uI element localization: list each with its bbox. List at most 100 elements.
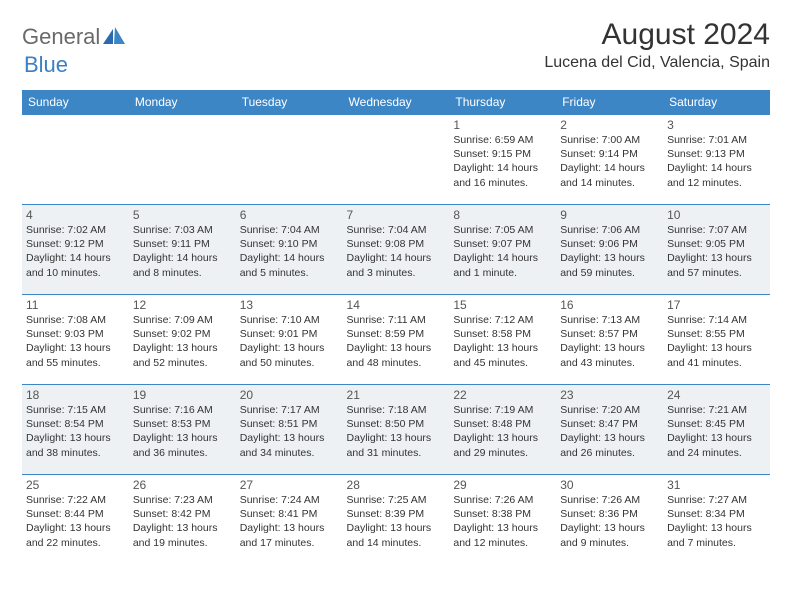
day-cell: 30Sunrise: 7:26 AMSunset: 8:36 PMDayligh… (556, 475, 663, 565)
daylight-cont: and 59 minutes. (560, 266, 659, 280)
sunrise: Sunrise: 7:12 AM (453, 313, 552, 327)
day-info: Sunrise: 7:00 AMSunset: 9:14 PMDaylight:… (560, 133, 659, 190)
daylight-cont: and 38 minutes. (26, 446, 125, 460)
sunrise: Sunrise: 7:04 AM (240, 223, 339, 237)
sunrise: Sunrise: 7:00 AM (560, 133, 659, 147)
daylight-cont: and 1 minute. (453, 266, 552, 280)
day-cell: 3Sunrise: 7:01 AMSunset: 9:13 PMDaylight… (663, 115, 770, 205)
daylight-cont: and 29 minutes. (453, 446, 552, 460)
day-info: Sunrise: 7:13 AMSunset: 8:57 PMDaylight:… (560, 313, 659, 370)
daylight: Daylight: 14 hours (453, 251, 552, 265)
daylight: Daylight: 13 hours (240, 431, 339, 445)
day-number: 20 (240, 388, 339, 402)
sunset: Sunset: 9:13 PM (667, 147, 766, 161)
day-number: 2 (560, 118, 659, 132)
sunset: Sunset: 8:51 PM (240, 417, 339, 431)
sunrise: Sunrise: 7:07 AM (667, 223, 766, 237)
week-row: 25Sunrise: 7:22 AMSunset: 8:44 PMDayligh… (22, 475, 770, 565)
day-number: 15 (453, 298, 552, 312)
sunset: Sunset: 8:44 PM (26, 507, 125, 521)
day-cell: 18Sunrise: 7:15 AMSunset: 8:54 PMDayligh… (22, 385, 129, 475)
day-cell: 11Sunrise: 7:08 AMSunset: 9:03 PMDayligh… (22, 295, 129, 385)
daylight: Daylight: 13 hours (667, 521, 766, 535)
sunrise: Sunrise: 7:17 AM (240, 403, 339, 417)
daylight: Daylight: 13 hours (453, 341, 552, 355)
day-cell: 15Sunrise: 7:12 AMSunset: 8:58 PMDayligh… (449, 295, 556, 385)
sunset: Sunset: 9:03 PM (26, 327, 125, 341)
day-header: Sunday (22, 90, 129, 115)
day-info: Sunrise: 7:09 AMSunset: 9:02 PMDaylight:… (133, 313, 232, 370)
daylight-cont: and 3 minutes. (347, 266, 446, 280)
daylight: Daylight: 14 hours (560, 161, 659, 175)
daylight: Daylight: 13 hours (133, 341, 232, 355)
day-number: 8 (453, 208, 552, 222)
week-row: 4Sunrise: 7:02 AMSunset: 9:12 PMDaylight… (22, 205, 770, 295)
day-header: Tuesday (236, 90, 343, 115)
sunset: Sunset: 8:47 PM (560, 417, 659, 431)
day-info: Sunrise: 7:11 AMSunset: 8:59 PMDaylight:… (347, 313, 446, 370)
daylight-cont: and 14 minutes. (347, 536, 446, 550)
day-cell: 16Sunrise: 7:13 AMSunset: 8:57 PMDayligh… (556, 295, 663, 385)
daylight-cont: and 14 minutes. (560, 176, 659, 190)
day-number: 1 (453, 118, 552, 132)
daylight: Daylight: 14 hours (240, 251, 339, 265)
sunset: Sunset: 9:07 PM (453, 237, 552, 251)
daylight: Daylight: 13 hours (240, 341, 339, 355)
day-cell: 24Sunrise: 7:21 AMSunset: 8:45 PMDayligh… (663, 385, 770, 475)
sunset: Sunset: 9:05 PM (667, 237, 766, 251)
week-row: 11Sunrise: 7:08 AMSunset: 9:03 PMDayligh… (22, 295, 770, 385)
daylight-cont: and 45 minutes. (453, 356, 552, 370)
daylight-cont: and 7 minutes. (667, 536, 766, 550)
daylight: Daylight: 13 hours (667, 431, 766, 445)
day-info: Sunrise: 7:04 AMSunset: 9:08 PMDaylight:… (347, 223, 446, 280)
day-info: Sunrise: 7:07 AMSunset: 9:05 PMDaylight:… (667, 223, 766, 280)
day-cell: 31Sunrise: 7:27 AMSunset: 8:34 PMDayligh… (663, 475, 770, 565)
sail-icon (103, 27, 125, 50)
day-cell: 29Sunrise: 7:26 AMSunset: 8:38 PMDayligh… (449, 475, 556, 565)
day-info: Sunrise: 7:04 AMSunset: 9:10 PMDaylight:… (240, 223, 339, 280)
day-cell (343, 115, 450, 205)
day-info: Sunrise: 7:23 AMSunset: 8:42 PMDaylight:… (133, 493, 232, 550)
day-number: 4 (26, 208, 125, 222)
sunset: Sunset: 8:53 PM (133, 417, 232, 431)
sunrise: Sunrise: 7:18 AM (347, 403, 446, 417)
month-title: August 2024 (544, 18, 770, 52)
sunrise: Sunrise: 7:09 AM (133, 313, 232, 327)
daylight-cont: and 17 minutes. (240, 536, 339, 550)
sunset: Sunset: 8:36 PM (560, 507, 659, 521)
day-number: 22 (453, 388, 552, 402)
sunset: Sunset: 9:15 PM (453, 147, 552, 161)
calendar-page: General August 2024 Lucena del Cid, Vale… (0, 0, 792, 575)
daylight-cont: and 5 minutes. (240, 266, 339, 280)
day-info: Sunrise: 7:26 AMSunset: 8:38 PMDaylight:… (453, 493, 552, 550)
sunrise: Sunrise: 7:04 AM (347, 223, 446, 237)
daylight-cont: and 12 minutes. (667, 176, 766, 190)
day-cell: 7Sunrise: 7:04 AMSunset: 9:08 PMDaylight… (343, 205, 450, 295)
daylight-cont: and 8 minutes. (133, 266, 232, 280)
day-header: Friday (556, 90, 663, 115)
sunset: Sunset: 8:39 PM (347, 507, 446, 521)
daylight-cont: and 52 minutes. (133, 356, 232, 370)
sunset: Sunset: 8:48 PM (453, 417, 552, 431)
day-cell: 9Sunrise: 7:06 AMSunset: 9:06 PMDaylight… (556, 205, 663, 295)
day-number: 5 (133, 208, 232, 222)
day-number: 13 (240, 298, 339, 312)
sunset: Sunset: 9:11 PM (133, 237, 232, 251)
daylight-cont: and 12 minutes. (453, 536, 552, 550)
day-info: Sunrise: 7:18 AMSunset: 8:50 PMDaylight:… (347, 403, 446, 460)
day-info: Sunrise: 7:19 AMSunset: 8:48 PMDaylight:… (453, 403, 552, 460)
sunrise: Sunrise: 7:22 AM (26, 493, 125, 507)
day-header: Saturday (663, 90, 770, 115)
day-number: 10 (667, 208, 766, 222)
day-number: 3 (667, 118, 766, 132)
daylight-cont: and 50 minutes. (240, 356, 339, 370)
day-info: Sunrise: 7:02 AMSunset: 9:12 PMDaylight:… (26, 223, 125, 280)
sunrise: Sunrise: 6:59 AM (453, 133, 552, 147)
daylight: Daylight: 13 hours (667, 341, 766, 355)
day-number: 24 (667, 388, 766, 402)
day-cell: 2Sunrise: 7:00 AMSunset: 9:14 PMDaylight… (556, 115, 663, 205)
day-info: Sunrise: 7:12 AMSunset: 8:58 PMDaylight:… (453, 313, 552, 370)
day-header-row: Sunday Monday Tuesday Wednesday Thursday… (22, 90, 770, 115)
sunrise: Sunrise: 7:06 AM (560, 223, 659, 237)
daylight: Daylight: 13 hours (560, 341, 659, 355)
